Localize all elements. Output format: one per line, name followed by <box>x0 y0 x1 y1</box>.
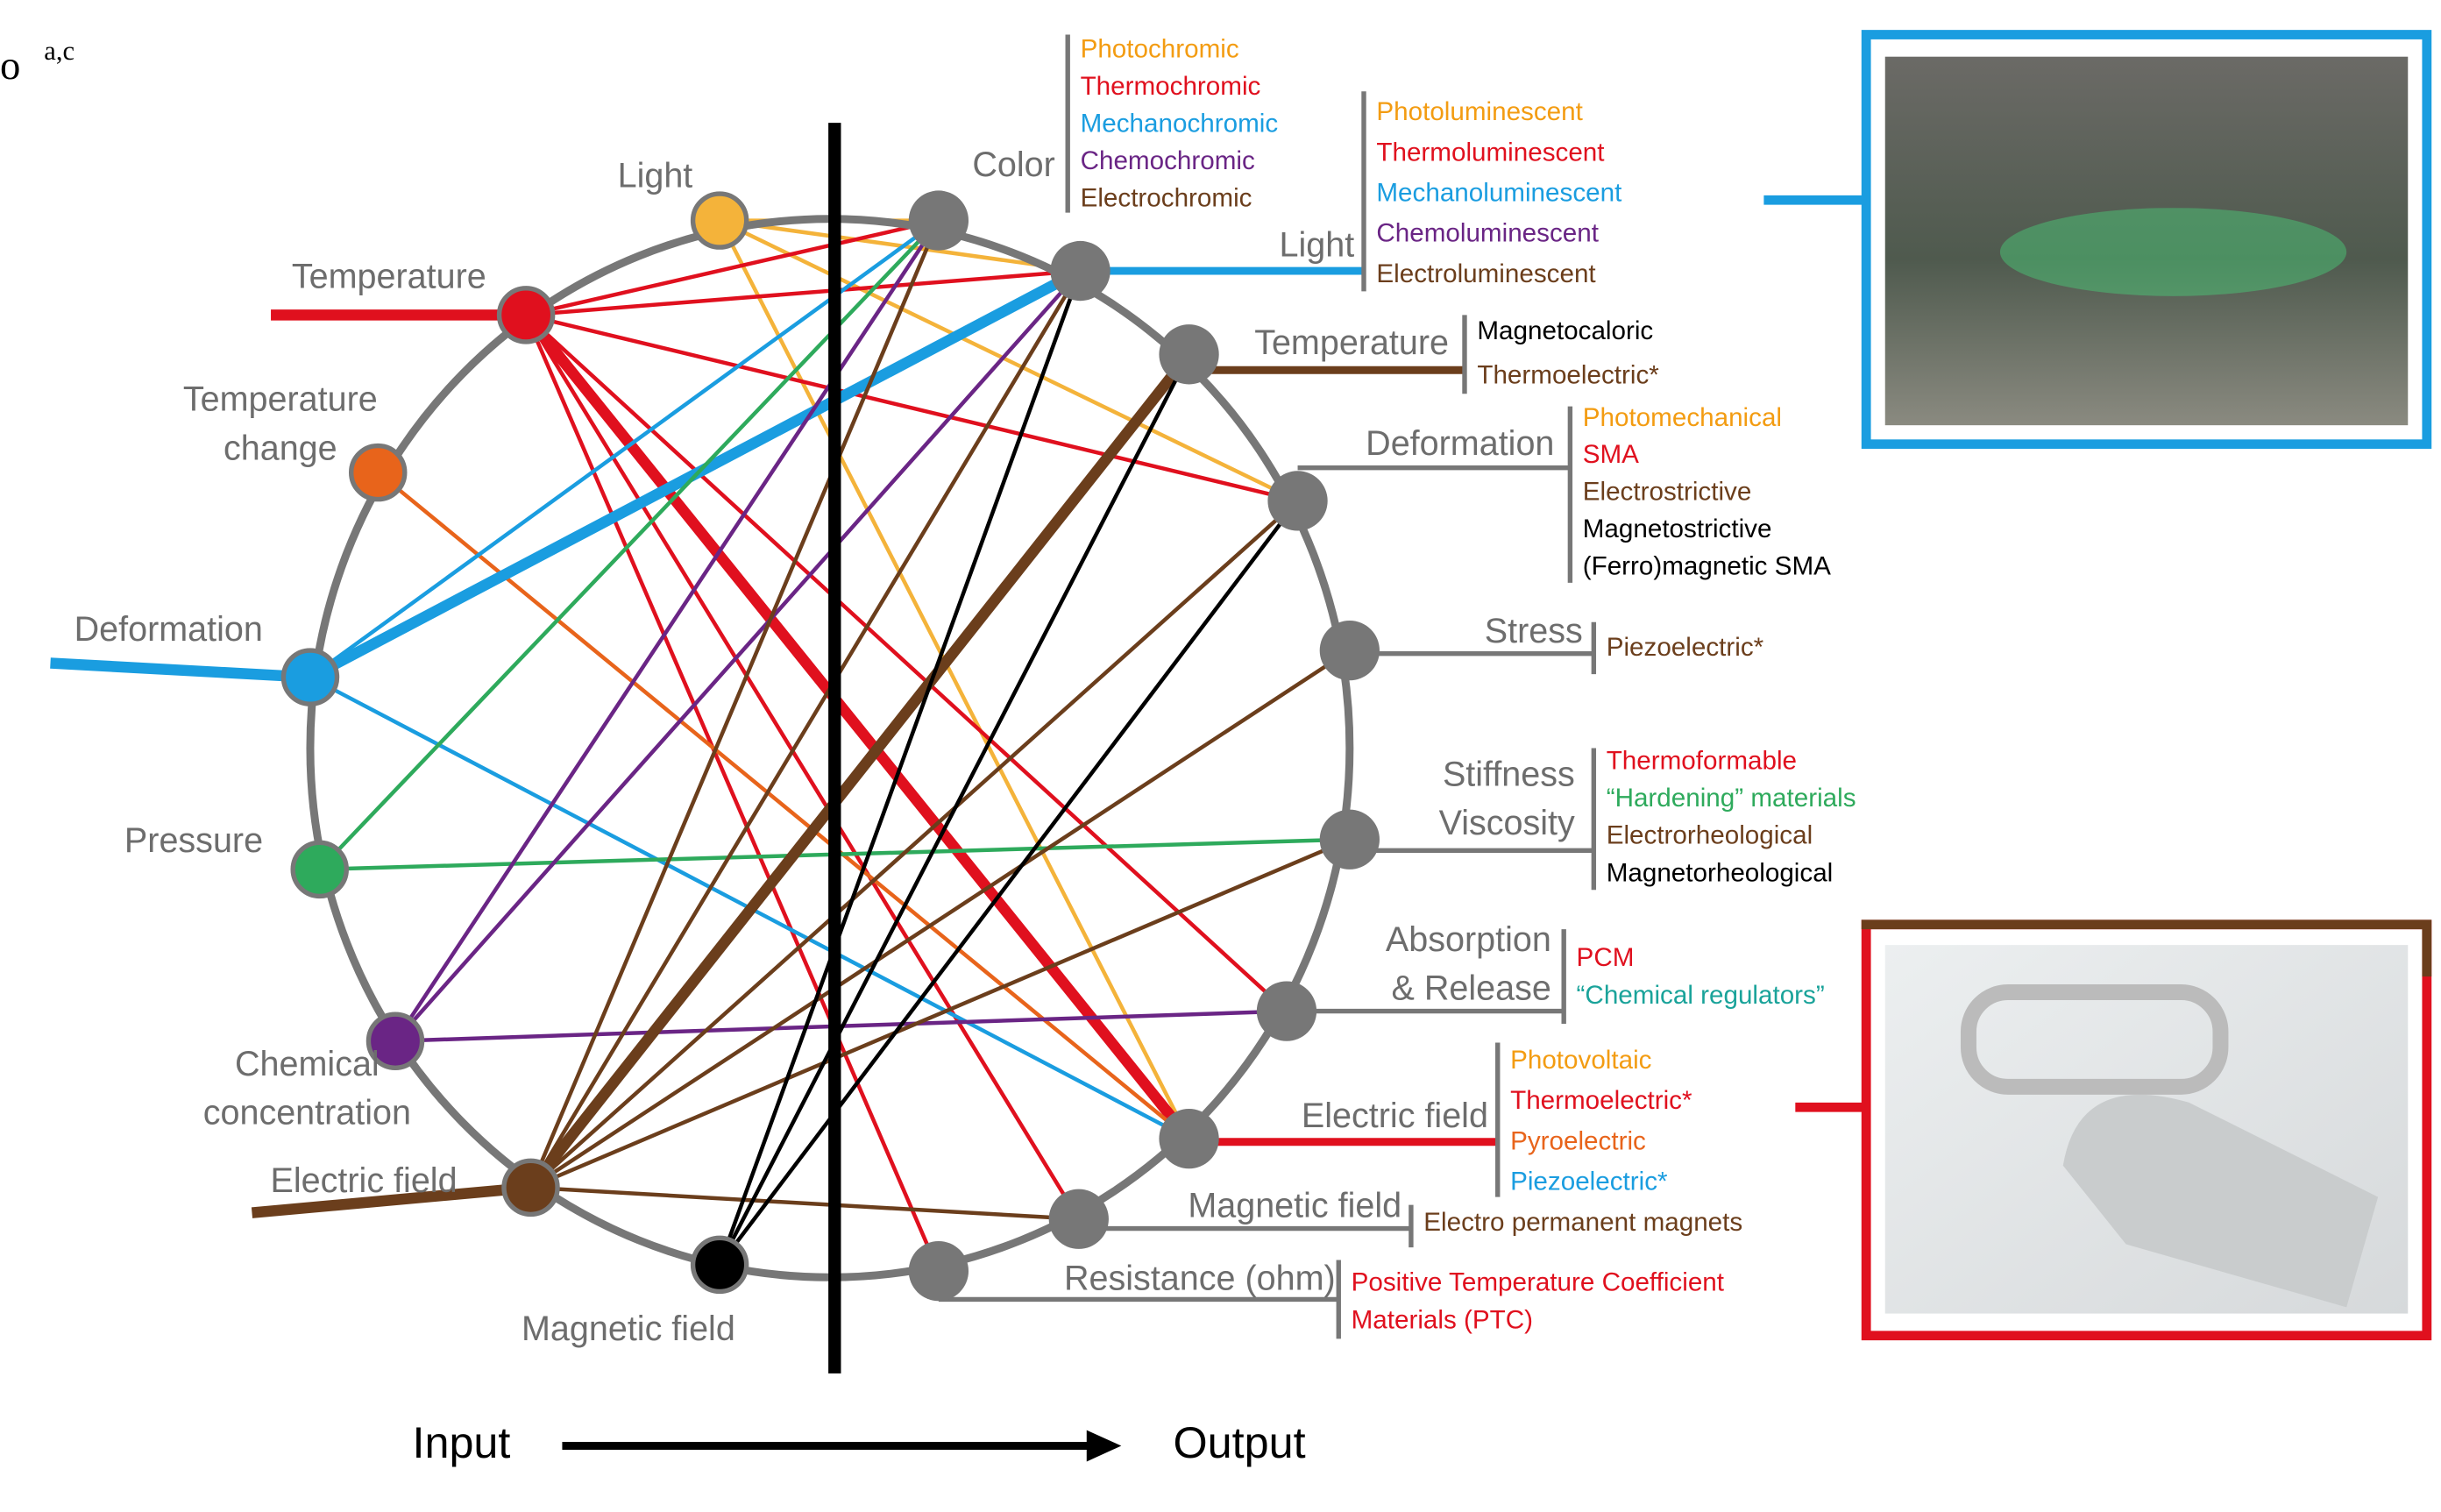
connection <box>720 221 1189 1139</box>
arrow-head <box>1087 1430 1122 1462</box>
material: Electrorheological <box>1607 821 1813 850</box>
input-node-label: Pressure <box>124 821 263 860</box>
material: Mechanochromic <box>1081 109 1279 138</box>
output-node <box>909 1241 969 1301</box>
output-node <box>1159 1109 1218 1168</box>
material: Magnetostrictive <box>1583 515 1772 543</box>
output-node <box>1050 241 1110 301</box>
page: {"corner_label":"a,c", "input_nodes":[ {… <box>0 0 2441 1512</box>
input-node-label: Chemical <box>235 1045 380 1083</box>
output-node-label: Absorption <box>1386 920 1551 959</box>
output-label: Output <box>1174 1417 1306 1467</box>
material: Thermoelectric* <box>1477 360 1659 389</box>
material: Electro permanent magnets <box>1423 1208 1742 1237</box>
material: Thermoluminescent <box>1376 138 1605 167</box>
material: Chemoluminescent <box>1376 219 1599 248</box>
output-node <box>1320 810 1380 870</box>
material: SMA <box>1583 440 1639 469</box>
input-lead <box>50 663 309 677</box>
output-node <box>909 190 969 250</box>
input-node <box>693 194 747 247</box>
material: Piezoelectric* <box>1607 633 1764 662</box>
input-label: Input <box>413 1417 511 1467</box>
output-node-label: Stiffness <box>1443 755 1575 793</box>
material: Electrostrictive <box>1583 478 1752 507</box>
input-node-label: Deformation <box>75 610 263 649</box>
connection <box>395 221 939 1041</box>
output-node-label: Deformation <box>1366 424 1554 463</box>
material: Thermochromic <box>1081 72 1261 101</box>
input-node <box>693 1238 747 1291</box>
material: PCM <box>1577 943 1635 972</box>
connection <box>531 650 1350 1188</box>
output-node <box>1159 324 1218 384</box>
material: Photomechanical <box>1583 403 1782 432</box>
connection <box>531 1188 1079 1219</box>
corner-label: a,c <box>44 36 75 66</box>
connection <box>720 271 1080 1265</box>
output-node-label: Light <box>1280 226 1355 265</box>
input-node-label: Temperature <box>292 257 486 295</box>
material: “Chemical regulators” <box>1577 981 1825 1010</box>
connection <box>526 315 1189 1139</box>
material: Positive Temperature Coefficient <box>1352 1267 1725 1296</box>
material: Electrochromic <box>1081 184 1252 213</box>
input-node-label: change <box>224 429 337 467</box>
input-node <box>283 650 337 704</box>
output-node-label: Stress <box>1485 612 1583 650</box>
material: Thermoformable <box>1607 747 1797 776</box>
material: Photochromic <box>1081 34 1239 63</box>
input-node <box>504 1161 557 1214</box>
material: Photovoltaic <box>1510 1046 1652 1075</box>
input-node-label: Light <box>618 156 693 195</box>
photo-glow <box>2000 208 2346 296</box>
material: Electroluminescent <box>1376 259 1596 288</box>
material: Piezoelectric* <box>1510 1167 1668 1196</box>
material: Photoluminescent <box>1376 97 1583 126</box>
output-node-label: Temperature <box>1254 323 1449 362</box>
material: Thermoelectric* <box>1510 1086 1692 1115</box>
material: (Ferro)magnetic SMA <box>1583 551 1831 580</box>
corner-fragment: o <box>0 43 20 89</box>
output-node <box>1049 1189 1109 1249</box>
output-node-label: Viscosity <box>1439 804 1575 842</box>
input-node-label: Magnetic field <box>522 1310 735 1348</box>
material: Mechanoluminescent <box>1376 179 1622 208</box>
output-node <box>1267 471 1327 530</box>
output-node-label: Resistance (ohm) <box>1064 1259 1336 1297</box>
output-node-label: Electric field <box>1302 1097 1488 1135</box>
input-node-label: Temperature <box>183 380 378 419</box>
material: Chemochromic <box>1081 146 1255 175</box>
output-node-label: Magnetic field <box>1188 1187 1401 1225</box>
output-node-label: & Release <box>1391 969 1550 1008</box>
input-node <box>293 842 346 896</box>
material: “Hardening” materials <box>1607 784 1856 813</box>
material: Magnetorheological <box>1607 858 1834 887</box>
material: Magnetocaloric <box>1477 316 1653 345</box>
output-node <box>1320 621 1380 680</box>
material: Pyroelectric <box>1510 1126 1646 1155</box>
connection <box>531 354 1189 1188</box>
material: Materials (PTC) <box>1352 1305 1533 1334</box>
connection <box>526 271 1080 315</box>
input-node <box>500 288 553 342</box>
input-node-label: concentration <box>203 1094 411 1132</box>
input-node <box>351 446 405 500</box>
diagram: o a,c Input Output Light Temperature Tempe… <box>0 0 2441 1512</box>
output-node <box>1257 981 1316 1040</box>
input-node-label: Electric field <box>271 1161 458 1200</box>
output-node-label: Color <box>972 146 1054 184</box>
